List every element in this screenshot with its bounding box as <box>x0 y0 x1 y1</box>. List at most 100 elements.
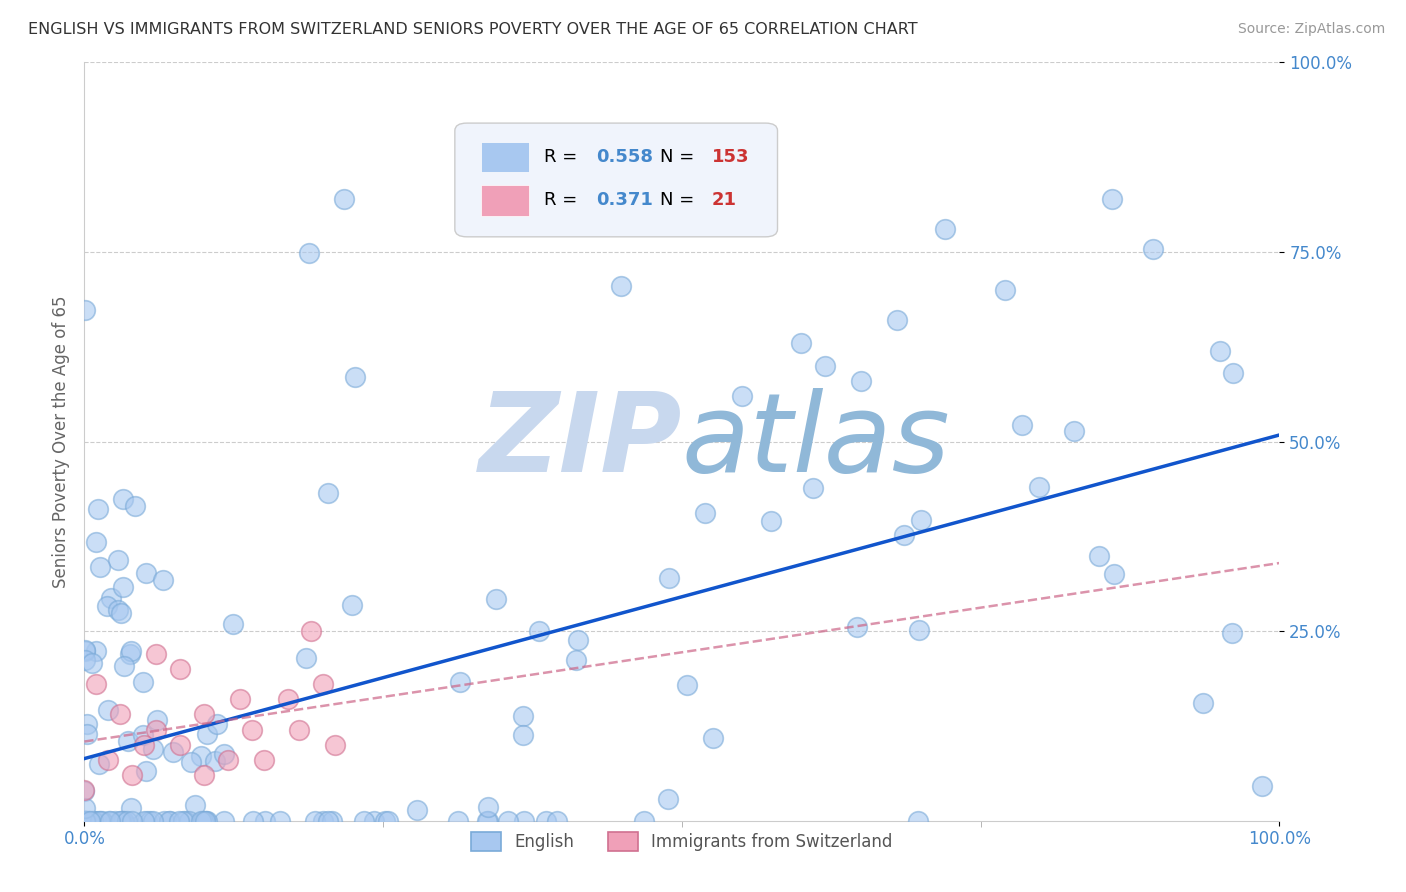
Point <box>193 707 215 722</box>
Point <box>1011 418 1033 433</box>
Point <box>886 313 908 327</box>
Point <box>75 302 97 317</box>
Point <box>75 653 97 667</box>
Point <box>195 814 218 828</box>
Text: ZIP: ZIP <box>478 388 682 495</box>
Point <box>908 623 931 637</box>
Point <box>79 814 101 828</box>
Point <box>851 374 873 388</box>
Point <box>333 193 356 207</box>
Point <box>212 747 235 761</box>
Point <box>120 647 142 661</box>
Point <box>447 814 470 828</box>
Point <box>1104 566 1126 581</box>
Point <box>73 644 96 658</box>
Point <box>75 814 97 828</box>
Point <box>135 764 157 778</box>
Point <box>194 814 217 828</box>
Text: N =: N = <box>661 192 700 210</box>
Point <box>536 814 558 828</box>
Point <box>132 738 156 752</box>
Point <box>97 814 120 828</box>
Point <box>449 675 471 690</box>
Point <box>190 748 212 763</box>
Point <box>377 814 399 828</box>
Point <box>761 514 783 528</box>
Point <box>195 727 218 741</box>
Point <box>288 723 311 737</box>
Point <box>100 591 122 606</box>
Point <box>485 591 508 606</box>
Point <box>97 753 120 767</box>
Point <box>84 644 107 658</box>
Point <box>513 814 536 828</box>
Point <box>277 692 299 706</box>
Point <box>76 716 98 731</box>
Point <box>75 814 97 828</box>
Point <box>79 814 101 828</box>
Point <box>121 768 143 782</box>
Text: 0.371: 0.371 <box>596 192 652 210</box>
Point <box>97 702 120 716</box>
Point <box>124 500 146 514</box>
FancyBboxPatch shape <box>481 142 529 172</box>
Point <box>994 283 1017 297</box>
Point <box>120 801 142 815</box>
Point <box>229 692 252 706</box>
Point <box>325 738 347 752</box>
Point <box>205 716 228 731</box>
Point <box>321 814 343 828</box>
Point <box>89 814 111 828</box>
Point <box>132 728 155 742</box>
Point <box>191 814 214 828</box>
Point <box>87 501 110 516</box>
Point <box>240 723 263 737</box>
Point <box>172 814 194 828</box>
Point <box>340 598 363 612</box>
Point <box>117 733 139 747</box>
Point <box>112 814 135 828</box>
Point <box>110 814 132 828</box>
Point <box>96 599 118 613</box>
Point <box>212 814 235 828</box>
Point <box>477 814 499 828</box>
Point <box>89 560 111 574</box>
Point <box>934 222 956 236</box>
Point <box>567 633 589 648</box>
Point <box>120 644 142 658</box>
Point <box>512 729 534 743</box>
Text: N =: N = <box>661 148 700 166</box>
Point <box>73 784 96 798</box>
Point <box>84 534 107 549</box>
Point <box>132 674 155 689</box>
Point <box>316 486 339 500</box>
Text: 21: 21 <box>711 192 737 210</box>
Point <box>845 620 868 634</box>
Point <box>269 814 291 828</box>
Point <box>658 571 681 585</box>
Point <box>194 814 217 828</box>
Point <box>363 814 385 828</box>
Point <box>496 814 519 828</box>
Point <box>529 624 551 638</box>
Point <box>893 527 915 541</box>
Point <box>87 814 110 828</box>
Point <box>702 731 724 746</box>
Point <box>907 814 929 828</box>
Point <box>180 756 202 770</box>
Point <box>174 814 197 828</box>
Text: Source: ZipAtlas.com: Source: ZipAtlas.com <box>1237 22 1385 37</box>
Point <box>107 553 129 567</box>
Point <box>76 726 98 740</box>
Point <box>253 753 276 767</box>
Point <box>312 677 335 691</box>
Point <box>104 814 127 828</box>
Point <box>152 574 174 588</box>
Point <box>112 659 135 673</box>
Point <box>86 677 108 691</box>
Legend: English, Immigrants from Switzerland: English, Immigrants from Switzerland <box>464 825 900 858</box>
Point <box>87 757 110 772</box>
Text: 153: 153 <box>711 148 749 166</box>
Point <box>80 656 103 670</box>
Point <box>318 814 340 828</box>
